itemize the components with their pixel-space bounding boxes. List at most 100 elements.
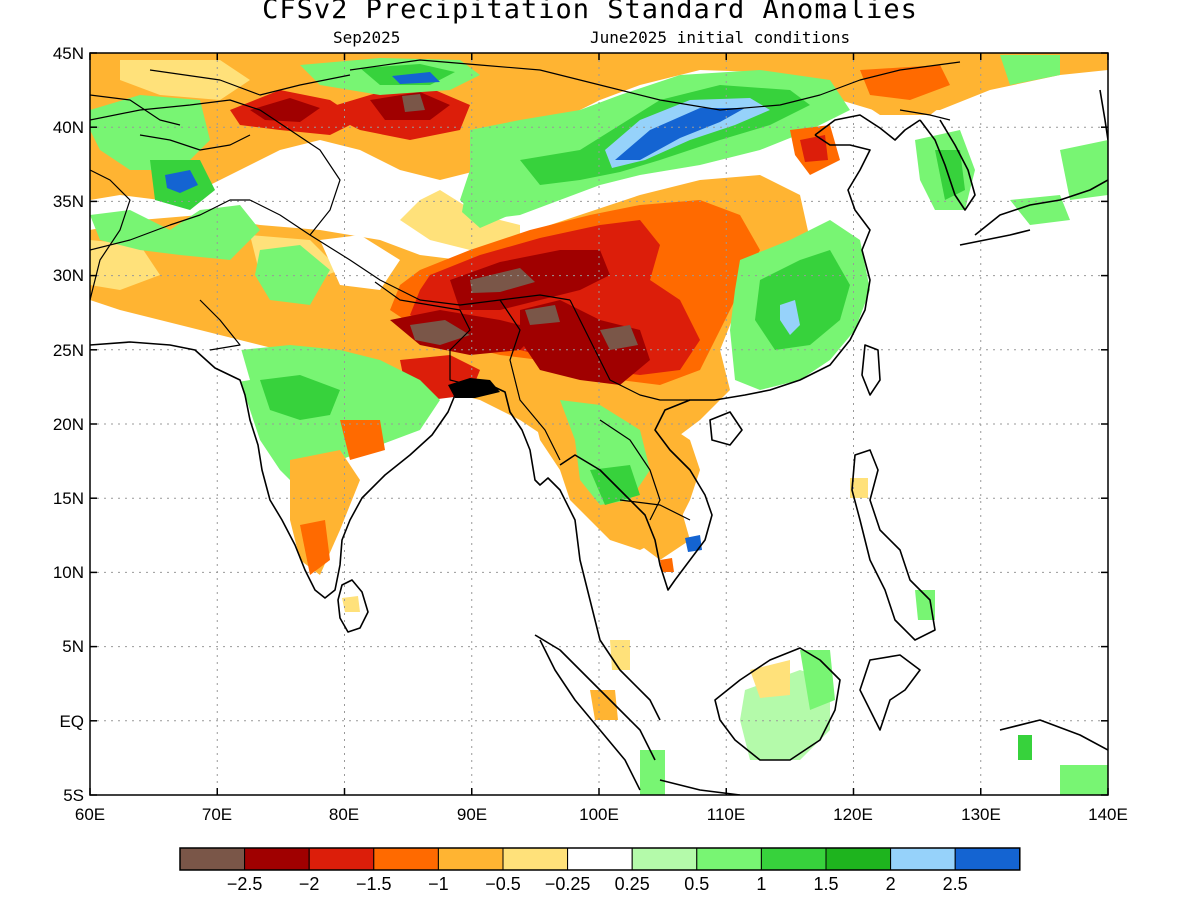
anomaly-region xyxy=(860,65,950,100)
lon-label: 80E xyxy=(329,805,359,824)
anomaly-region xyxy=(410,320,470,345)
anomaly-region xyxy=(1010,195,1070,225)
colorbar-label: −1 xyxy=(428,874,449,894)
forecast-month: Sep2025 xyxy=(333,28,401,47)
border-mongolia xyxy=(349,59,961,111)
lat-label: EQ xyxy=(59,712,84,731)
anomaly-region xyxy=(320,235,400,290)
delta-landmass xyxy=(448,378,500,398)
colorbar-label: −0.25 xyxy=(545,874,591,894)
colorbar-label: 0.25 xyxy=(615,874,650,894)
anomaly-region xyxy=(850,478,868,498)
colorbar-swatch xyxy=(373,847,439,871)
border-iran xyxy=(90,169,131,301)
lon-label: 110E xyxy=(707,805,745,824)
anomaly-region xyxy=(260,375,340,420)
axis-ticks xyxy=(89,52,1109,796)
coastline-southchina xyxy=(714,134,871,401)
anomaly-region xyxy=(255,245,330,305)
coastline-sumatra-west xyxy=(539,639,641,791)
border-korea-china xyxy=(899,109,951,121)
lon-label: 70E xyxy=(202,805,232,824)
lon-label: 140E xyxy=(1088,805,1128,824)
latitude-labels: 45N 40N 35N 30N 25N 20N 15N 10N 5N EQ 5S xyxy=(53,44,84,805)
colorbar-labels: −2.5 −2 −1.5 −1 −0.5 −0.25 0.25 0.5 1 1.… xyxy=(227,874,968,894)
anomaly-region xyxy=(615,108,745,160)
map-title: CFSv2 Precipitation Standard Anomalies xyxy=(262,0,918,25)
anomaly-region xyxy=(1000,55,1060,85)
lat-label: 25N xyxy=(53,341,84,360)
colorbar-swatch xyxy=(696,847,762,871)
longitude-labels: 60E 70E 80E 90E 100E 110E 120E 130E 140E xyxy=(75,805,1128,824)
anomaly-region xyxy=(1060,140,1108,200)
anomaly-region xyxy=(1060,765,1108,795)
coastline-sumatra xyxy=(534,634,656,761)
border-bhutan-bangladesh xyxy=(449,309,471,386)
anomaly-region xyxy=(400,190,520,250)
lat-label: 35N xyxy=(53,192,84,211)
colorbar-swatch xyxy=(631,847,698,871)
coastline-taiwan xyxy=(861,344,881,396)
lat-label: 40N xyxy=(53,118,84,137)
colorbar-swatch xyxy=(760,847,827,871)
colorbar-swatch xyxy=(179,847,246,871)
colorbar-label: 1 xyxy=(756,874,766,894)
colorbar-swatch xyxy=(437,847,504,871)
colorbar-label: −0.5 xyxy=(485,874,521,894)
anomaly-region xyxy=(915,590,935,620)
coastline-hainan xyxy=(709,411,743,446)
lat-label: 5N xyxy=(62,637,84,656)
anomaly-region xyxy=(300,520,330,575)
coastline-japan-south xyxy=(959,229,1031,246)
colorbar-outline xyxy=(179,847,1021,871)
border-pakistan-india xyxy=(199,299,241,351)
initial-conditions-label: June2025 initial conditions xyxy=(590,28,851,47)
anomaly-region xyxy=(470,268,535,293)
border-himalaya xyxy=(249,199,571,306)
grid-lines xyxy=(90,53,1108,795)
colorbar-swatch xyxy=(502,847,569,871)
colorbar-swatch xyxy=(567,847,633,871)
border-uzbek xyxy=(90,94,181,126)
border-nepal xyxy=(374,281,461,311)
anomaly-region xyxy=(780,300,800,335)
colorbar xyxy=(179,847,1021,871)
border-myanmar xyxy=(499,299,561,461)
lat-label: 5S xyxy=(63,786,84,805)
anomaly-region xyxy=(610,640,630,670)
anomaly-region xyxy=(590,690,618,720)
coastline-srilanka xyxy=(337,579,369,633)
anomaly-region xyxy=(1018,735,1032,760)
coastline-eastchina-sea xyxy=(1099,89,1108,141)
border-tajik xyxy=(139,134,251,151)
lon-label: 90E xyxy=(457,805,487,824)
colorbar-label: −1.5 xyxy=(356,874,392,894)
coastline-india xyxy=(90,341,661,721)
colorbar-label: 2.5 xyxy=(943,874,968,894)
anomaly-region xyxy=(250,98,320,122)
lon-label: 100E xyxy=(579,805,619,824)
anomaly-region xyxy=(750,660,790,698)
anomaly-region xyxy=(685,535,702,552)
anomaly-region xyxy=(342,596,360,612)
lon-label: 60E xyxy=(75,805,105,824)
country-borders xyxy=(90,59,961,521)
border-china-laos-vietnam xyxy=(569,299,690,401)
anomaly-region xyxy=(90,240,160,290)
border-kazakh xyxy=(149,69,351,96)
coastline-philippines xyxy=(851,449,936,641)
coastline-bohai xyxy=(814,114,921,141)
anomaly-region xyxy=(392,72,440,84)
border-thailand-laos xyxy=(599,419,661,521)
border-afghanistan-pakistan xyxy=(90,199,250,251)
coastline-newguinea xyxy=(999,719,1108,751)
anomaly-region xyxy=(800,135,828,162)
coastline-korea xyxy=(919,119,976,211)
lat-label: 15N xyxy=(53,489,84,508)
colorbar-swatch xyxy=(244,847,310,871)
lat-label: 30N xyxy=(53,266,84,285)
coastline-java xyxy=(659,779,741,795)
colorbar-label: 0.5 xyxy=(684,874,709,894)
anomaly-region xyxy=(755,250,850,350)
